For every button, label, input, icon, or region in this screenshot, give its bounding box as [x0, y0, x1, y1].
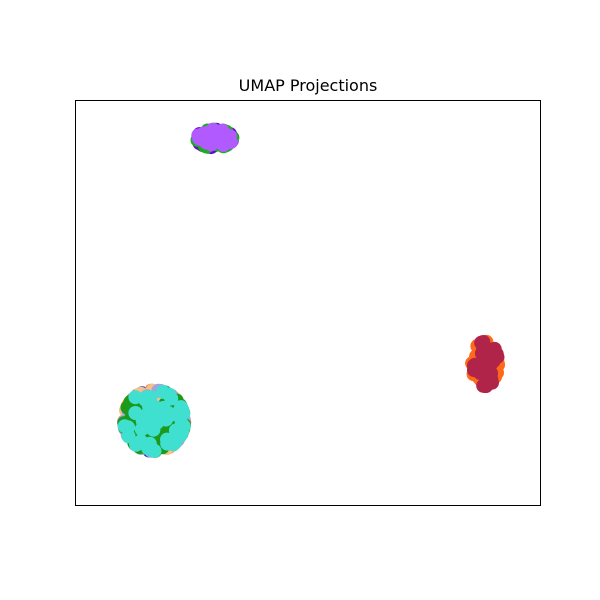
- chart-title: UMAP Projections: [238, 76, 378, 95]
- scatter-point: [156, 384, 171, 399]
- scatter-point: [204, 126, 219, 141]
- scatter-point: [134, 422, 149, 437]
- scatter-point: [121, 429, 136, 444]
- scatter-point: [146, 422, 161, 437]
- scatter-point: [128, 390, 143, 405]
- scatter-point: [487, 341, 502, 356]
- scatter-point: [168, 423, 183, 438]
- scatter-point: [167, 407, 182, 422]
- scatter-point: [477, 347, 492, 362]
- scatter-point: [156, 400, 171, 415]
- points-layer: [117, 122, 505, 458]
- scatter-point: [139, 390, 154, 405]
- plot-frame: [75, 100, 541, 506]
- scatter-point: [141, 441, 156, 456]
- scatter-point: [128, 406, 143, 420]
- scatter-point: [219, 132, 234, 147]
- scatter-point: [481, 368, 496, 382]
- scatter-point: [467, 363, 481, 378]
- scatter-point: [160, 432, 174, 447]
- scatter-point: [476, 335, 491, 349]
